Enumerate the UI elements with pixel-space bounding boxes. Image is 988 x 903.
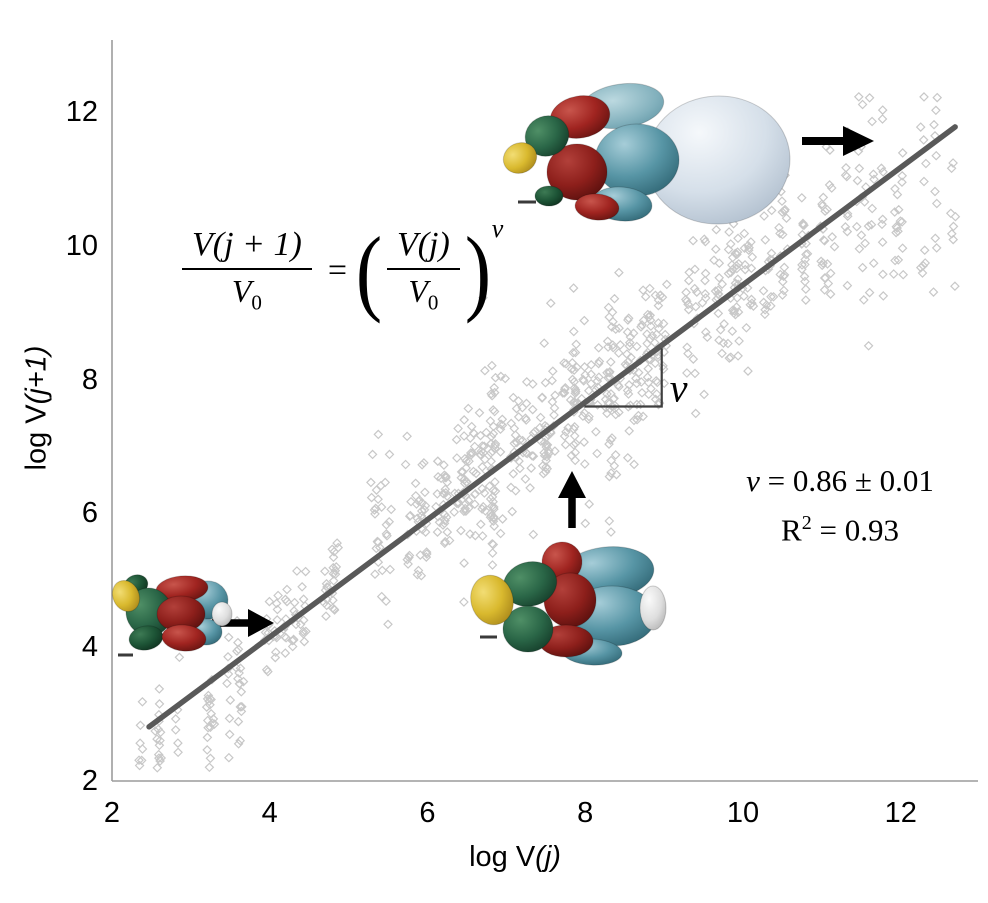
brain-region-blob bbox=[574, 193, 620, 221]
slope-exponent-label: ν bbox=[670, 365, 688, 410]
y-tick-label: 10 bbox=[65, 229, 98, 262]
x-tick-label: 10 bbox=[726, 797, 760, 829]
large-fish-brain-illustration bbox=[502, 82, 791, 225]
x-tick-label: 2 bbox=[103, 797, 121, 829]
brain-region-blob bbox=[534, 185, 564, 207]
brain-region-blob bbox=[211, 601, 233, 627]
brain-region-blob bbox=[594, 123, 680, 197]
y-tick-label: 2 bbox=[81, 765, 98, 797]
equation-lhs-fraction: V(j + 1) V0 bbox=[182, 226, 312, 315]
x-tick-label: 4 bbox=[261, 797, 278, 829]
scaling-equation: V(j + 1) V0 = ( V(j) V0 ) ν bbox=[176, 214, 503, 318]
x-tick-label: 12 bbox=[884, 797, 917, 829]
slope-triangle bbox=[584, 348, 663, 408]
fit-line bbox=[146, 124, 958, 730]
x-axis-title: log V(j) bbox=[469, 841, 561, 873]
brain-region-blob bbox=[470, 574, 514, 626]
equation-rhs-fraction: V(j) V0 bbox=[386, 226, 460, 315]
small-fish-brain-illustration bbox=[111, 574, 233, 652]
brain-region-blob bbox=[161, 624, 207, 652]
brain-region-blob bbox=[546, 143, 608, 201]
x-tick-label: 6 bbox=[419, 797, 436, 829]
y-axis-title: log V(j+1) bbox=[20, 345, 53, 471]
equals-sign: = bbox=[327, 251, 347, 289]
brain-region-blob bbox=[502, 605, 554, 653]
brain-region-blob bbox=[111, 579, 141, 613]
nu-value: ν = 0.86 ± 0.01 bbox=[746, 463, 934, 498]
medium-fish-brain-illustration bbox=[470, 541, 667, 666]
exponent-nu: ν bbox=[491, 213, 504, 243]
y-tick-label: 6 bbox=[81, 497, 98, 530]
right-arrow-large-brain-icon bbox=[802, 126, 874, 156]
up-arrow-medium-brain-icon bbox=[558, 471, 586, 528]
brain-region-blob bbox=[502, 142, 538, 174]
y-tick-label: 4 bbox=[81, 631, 98, 664]
r-squared-value: R2 = 0.93 bbox=[781, 512, 899, 548]
x-tick-label: 8 bbox=[577, 797, 594, 829]
y-tick-label: 8 bbox=[81, 363, 98, 396]
y-tick-label: 12 bbox=[65, 96, 98, 129]
brain-region-blob bbox=[639, 585, 667, 631]
fit-statistics: ν = 0.86 ± 0.01 R2 = 0.93 bbox=[700, 463, 980, 548]
